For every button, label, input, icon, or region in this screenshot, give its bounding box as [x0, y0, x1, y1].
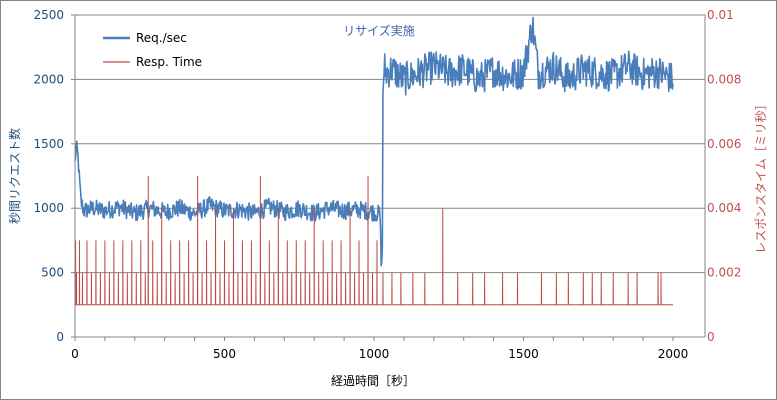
y-right-tick-label: 0.002 — [707, 266, 741, 280]
y-right-tick-label: 0.004 — [707, 201, 741, 215]
req-per-sec-line — [74, 16, 674, 267]
y-right-tick-label: 0.01 — [707, 8, 734, 22]
series-req-per-sec — [74, 16, 674, 267]
y-left-tick-label: 2000 — [33, 72, 64, 86]
y-axis-label-right: レスポンスタイム［ミリ秒］ — [754, 98, 768, 254]
y-axis-label-left: 秒間リクエスト数 — [7, 128, 22, 224]
gridlines — [75, 14, 705, 274]
axes: 0 500 1000 1500 2000 2500 0 0.002 0.004 0.006 0.00… — [33, 8, 741, 361]
legend-req-label: Req./sec — [136, 31, 187, 45]
y-right-tick-label: 0.008 — [707, 72, 741, 86]
y-right-tick-label: 0.006 — [707, 137, 741, 151]
y-left-tick-label: 2500 — [33, 8, 64, 22]
x-tick-label: 500 — [213, 347, 236, 361]
x-tick-label: 1500 — [508, 347, 539, 361]
x-tick-label: 1000 — [359, 347, 390, 361]
series-resp-time — [74, 175, 673, 306]
y-right-tick-label: 0 — [707, 330, 715, 344]
y-left-tick-label: 1000 — [33, 201, 64, 215]
y-left-tick-label: 1500 — [33, 137, 64, 151]
x-tick-label: 2000 — [658, 347, 689, 361]
legend-resp-label: Resp. Time — [136, 55, 202, 69]
x-axis-label: 経過時間［秒］ — [331, 374, 415, 388]
legend: Req./sec Resp. Time — [103, 31, 202, 69]
x-tick-label: 0 — [71, 347, 79, 361]
resize-annotation: リサイズ実施 — [343, 23, 415, 38]
y-left-tick-label: 500 — [41, 266, 64, 280]
resp-time-line — [74, 175, 673, 306]
y-left-tick-label: 0 — [56, 330, 64, 344]
